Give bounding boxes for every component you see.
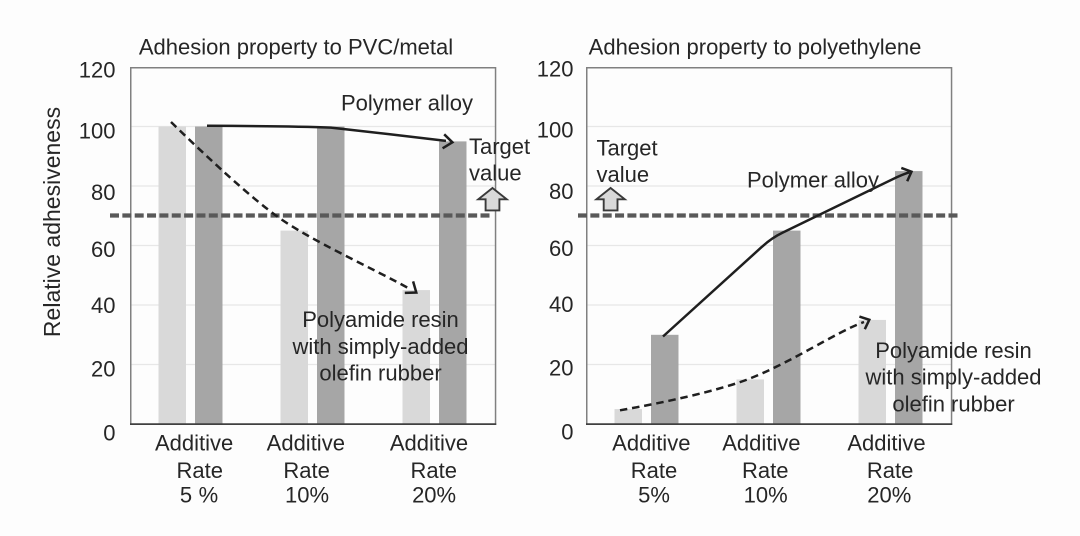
svg-text:Relative adhesiveness: Relative adhesiveness: [39, 107, 65, 337]
svg-text:10%: 10%: [285, 483, 329, 508]
svg-text:Polymer alloy: Polymer alloy: [341, 91, 473, 116]
svg-text:5%: 5%: [180, 483, 218, 508]
svg-text:Target: Target: [597, 136, 658, 161]
svg-text:Rate: Rate: [283, 458, 329, 483]
svg-text:with simply-added: with simply-added: [291, 334, 468, 359]
svg-text:Adhesion property to polyethyl: Adhesion property to polyethylene: [589, 35, 922, 60]
svg-text:value: value: [469, 160, 522, 185]
svg-text:Rate: Rate: [867, 458, 913, 483]
svg-text:Additive: Additive: [155, 430, 233, 455]
svg-text:with simply-added: with simply-added: [864, 365, 1041, 390]
svg-text:Additive: Additive: [390, 430, 468, 455]
svg-text:Rate: Rate: [631, 458, 677, 483]
svg-text:5%: 5%: [638, 483, 670, 508]
svg-text:80: 80: [549, 179, 573, 204]
svg-text:Polymer alloy: Polymer alloy: [747, 168, 879, 193]
svg-text:Polyamide resin: Polyamide resin: [875, 338, 1032, 363]
svg-text:0: 0: [561, 420, 573, 445]
svg-text:0: 0: [103, 421, 115, 446]
svg-text:Additive: Additive: [612, 430, 690, 455]
svg-text:Polyamide resin: Polyamide resin: [302, 307, 459, 332]
svg-text:Rate: Rate: [176, 458, 222, 483]
svg-text:40: 40: [549, 292, 573, 317]
svg-text:Adhesion property to PVC/metal: Adhesion property to PVC/metal: [139, 35, 453, 60]
svg-text:Additive: Additive: [722, 430, 800, 455]
svg-text:20%: 20%: [412, 483, 456, 508]
svg-text:Rate: Rate: [410, 458, 456, 483]
svg-text:100: 100: [79, 118, 116, 143]
svg-text:20: 20: [91, 357, 115, 382]
svg-text:120: 120: [79, 58, 116, 83]
svg-text:Rate: Rate: [742, 458, 788, 483]
svg-text:40: 40: [91, 293, 115, 318]
svg-text:100: 100: [537, 117, 574, 142]
svg-text:olefin rubber: olefin rubber: [319, 361, 441, 386]
svg-text:60: 60: [91, 237, 115, 262]
svg-text:10%: 10%: [744, 483, 788, 508]
svg-text:Additive: Additive: [267, 430, 345, 455]
svg-text:80: 80: [91, 180, 115, 205]
svg-text:olefin rubber: olefin rubber: [892, 392, 1014, 417]
svg-text:20: 20: [549, 356, 573, 381]
svg-text:value: value: [597, 162, 650, 187]
svg-text:120: 120: [537, 57, 574, 82]
svg-text:20%: 20%: [867, 483, 911, 508]
svg-text:Additive: Additive: [847, 430, 925, 455]
svg-text:Target: Target: [469, 134, 530, 159]
svg-text:60: 60: [549, 236, 573, 261]
